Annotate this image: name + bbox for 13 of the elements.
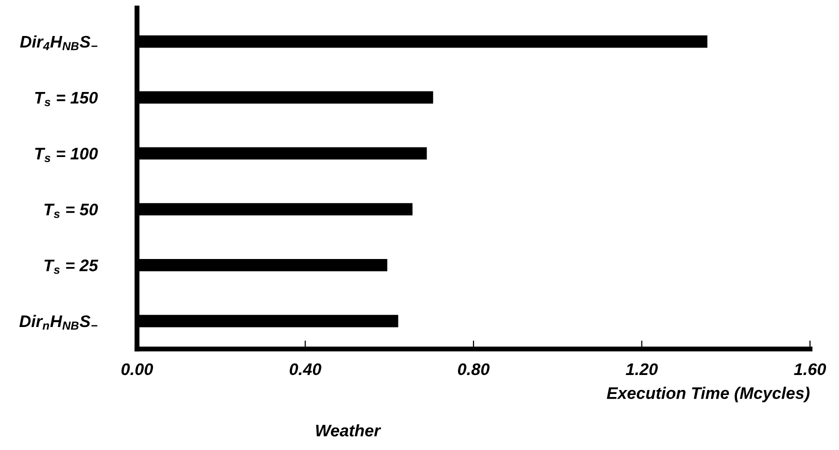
y-tick-label: T$_{s}$ = 25 bbox=[44, 260, 98, 274]
y-tick-label: Dir$_{n}$H$_{NB}$S$_{−}$ bbox=[19, 314, 98, 330]
y-tick-label: T$_{s}$ = 100 bbox=[35, 148, 98, 162]
x-axis-title: Execution Time (Mcycles) bbox=[606, 386, 810, 402]
text: Weather bbox=[316, 424, 382, 436]
x-tick-label: 0.00 bbox=[121, 363, 154, 376]
y-tick-label: T$_{s}$ = 50 bbox=[44, 204, 98, 218]
x-tick-label: 1.60 bbox=[794, 363, 826, 376]
y-tick-label: Dir$_{4}$H$_{NB}$S$_{−}$ bbox=[20, 35, 98, 50]
x-tick-label: 0.40 bbox=[290, 363, 322, 376]
x-tick-label: 0.80 bbox=[458, 363, 490, 376]
x-tick-label: 1.20 bbox=[626, 363, 658, 376]
y-tick-label: T$_{s}$ = 150 bbox=[35, 92, 98, 106]
